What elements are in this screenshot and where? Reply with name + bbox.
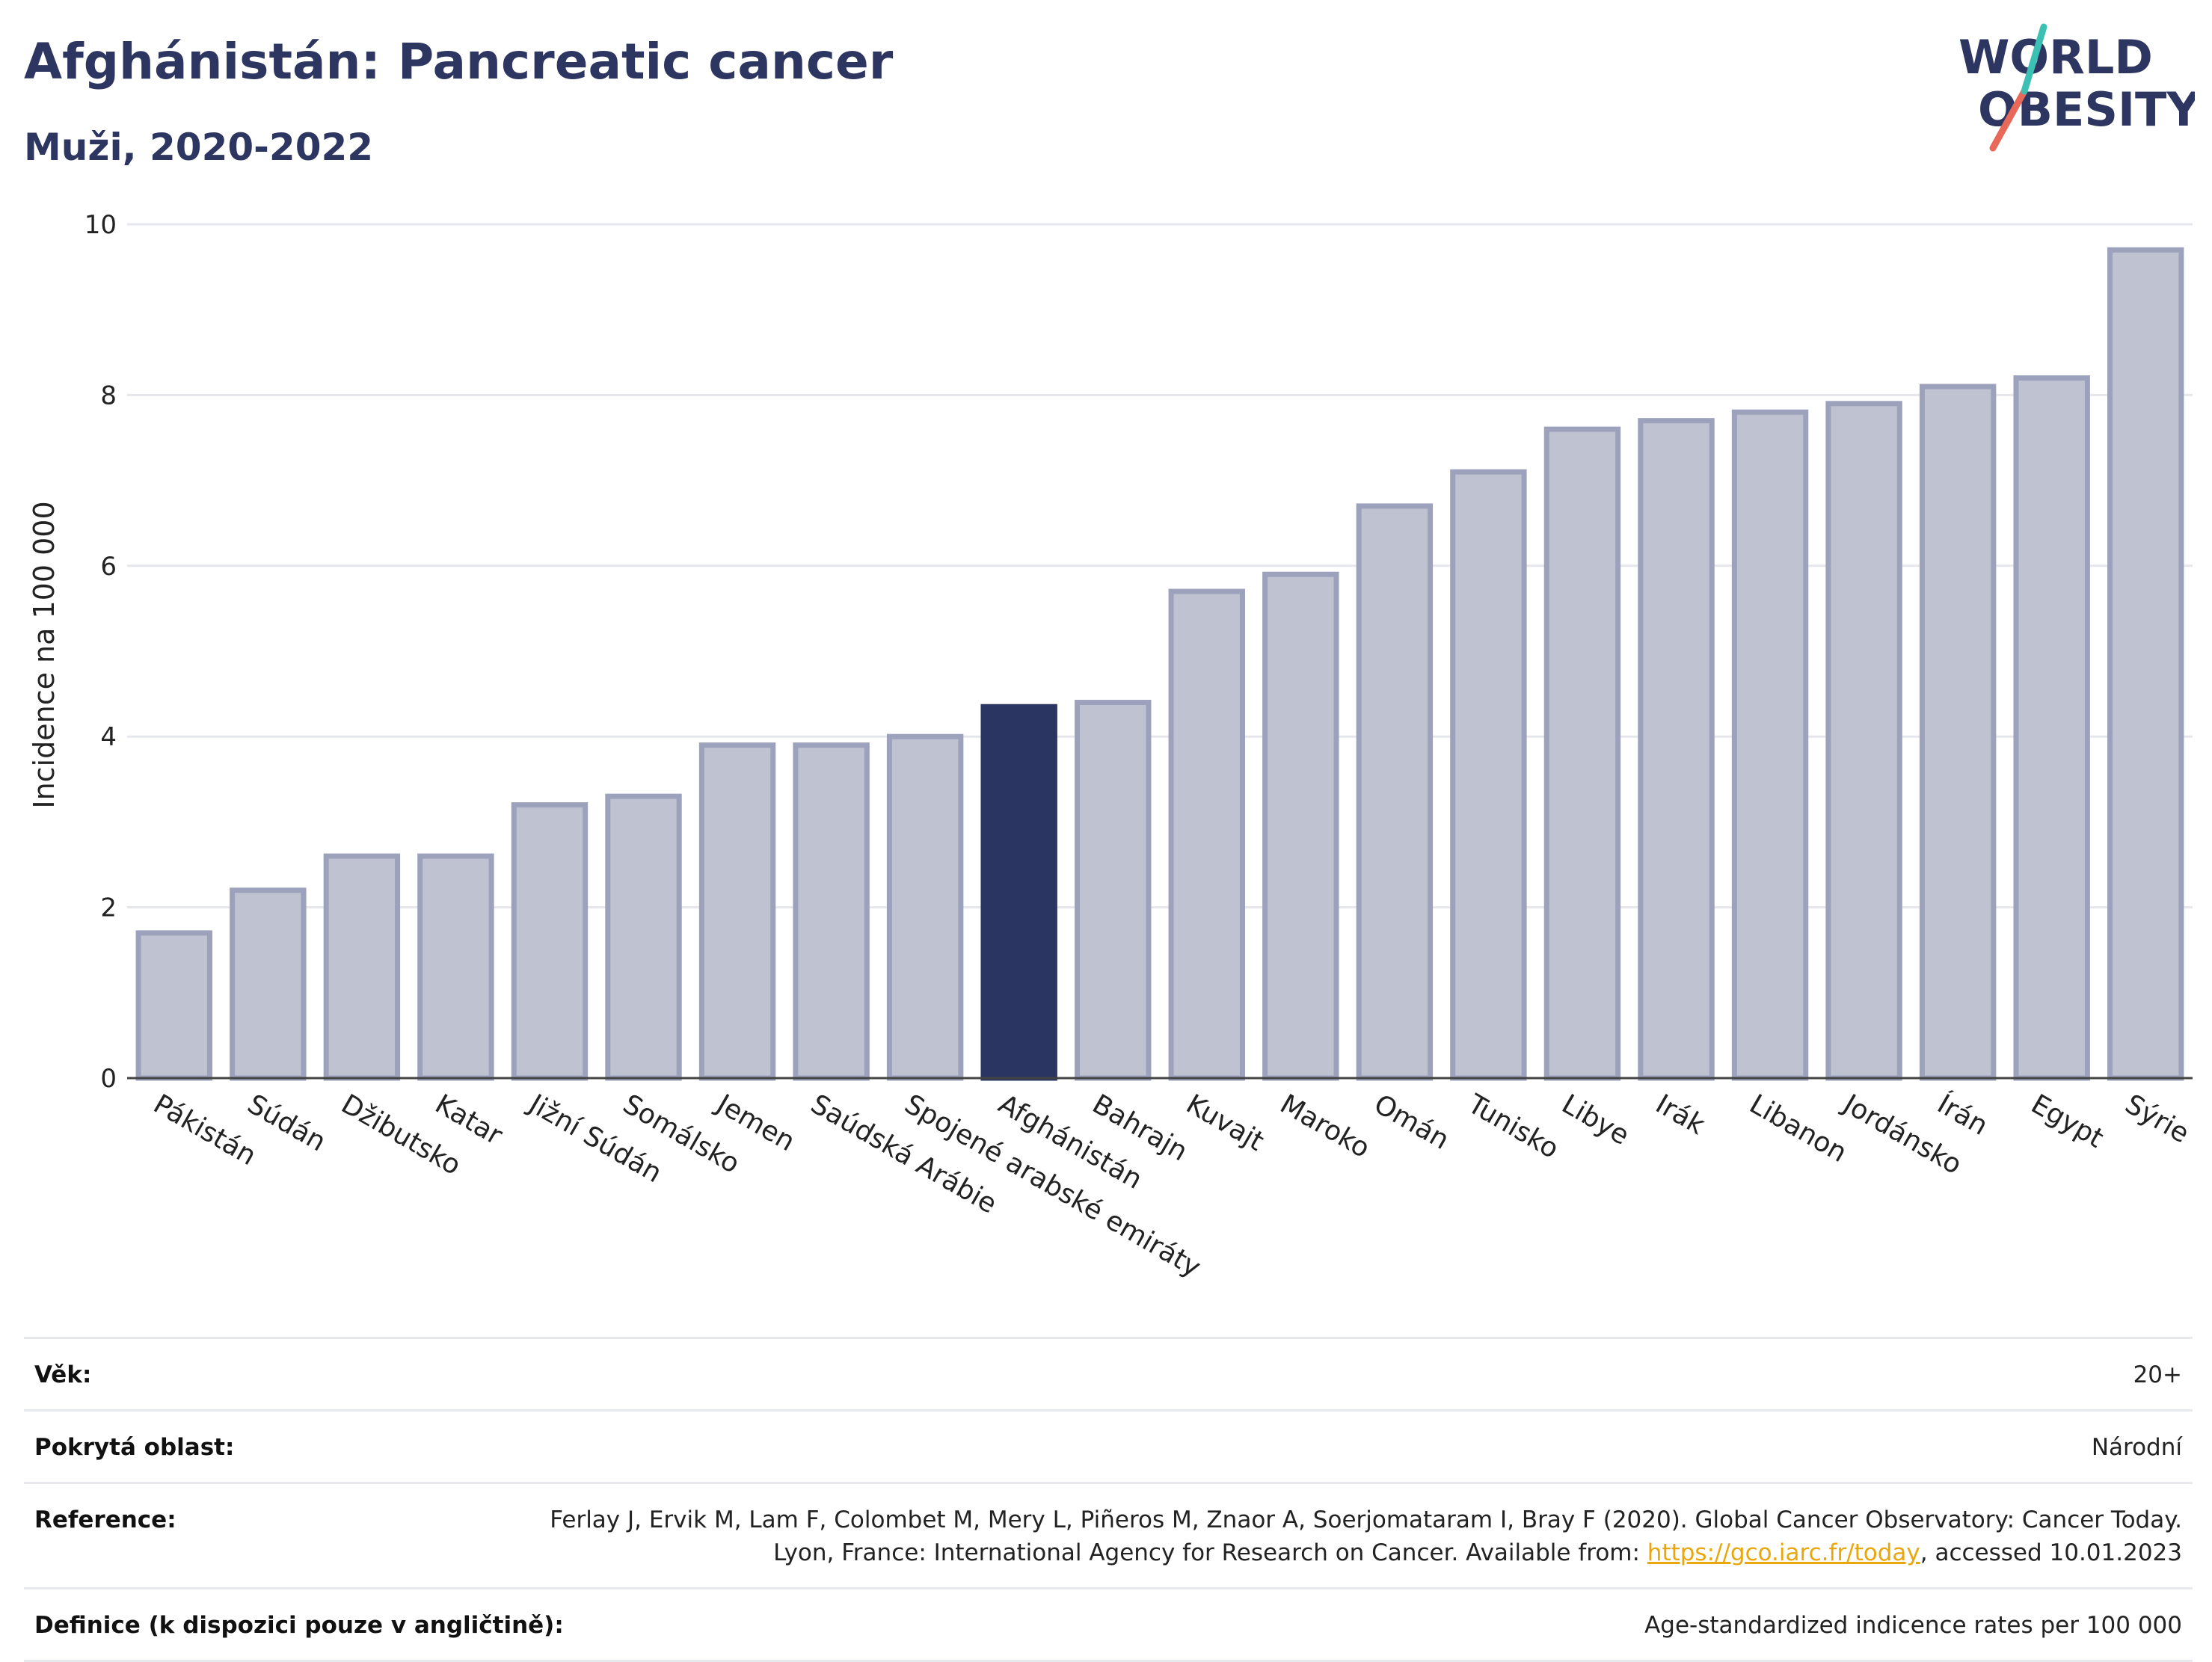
bar: [698, 742, 776, 1081]
x-tick-label: Maroko: [1275, 1089, 1375, 1164]
bar: [1168, 588, 1245, 1081]
chart-subtitle: Muži, 2020-2022: [24, 126, 374, 169]
x-tick-label: Pákistán: [148, 1089, 261, 1172]
bar: [230, 887, 307, 1081]
bar: [1825, 401, 1902, 1081]
chart-title: Afghánistán: Pancreatic cancer: [24, 33, 894, 90]
info-row-definition: Definice (k dispozici pouze v angličtině…: [24, 1587, 2193, 1662]
y-tick-label: 6: [100, 552, 117, 582]
y-tick-label: 0: [100, 1064, 117, 1094]
bar: [1262, 571, 1339, 1081]
logo-slash-red: [1989, 87, 2028, 152]
age-value: 20+: [2133, 1361, 2182, 1388]
bar: [1543, 426, 1621, 1081]
coverage-value: Národní: [2091, 1434, 2182, 1461]
bar: [886, 733, 964, 1081]
reference-label: Reference:: [34, 1506, 176, 1533]
bar: [1075, 700, 1152, 1081]
info-row-coverage: Pokrytá oblast: Národní: [24, 1409, 2193, 1482]
info-table: Věk: 20+ Pokrytá oblast: Národní Referen…: [24, 1337, 2193, 1662]
y-tick-label: 4: [100, 722, 117, 752]
world-obesity-logo: WORLD OBESITY: [1958, 23, 2195, 152]
y-axis-title: Incidence na 100 000: [28, 501, 61, 808]
bar: [1356, 503, 1434, 1081]
bar: [1450, 469, 1527, 1081]
coverage-label: Pokrytá oblast:: [34, 1434, 235, 1461]
x-tick-label: Omán: [1368, 1089, 1454, 1156]
x-tick-label: Libanon: [1745, 1089, 1852, 1169]
x-tick-label: Irák: [1650, 1089, 1710, 1141]
bar: [793, 742, 870, 1081]
bar: [1638, 418, 1715, 1081]
logo-slash-teal: [2021, 23, 2047, 95]
bar: [135, 930, 212, 1081]
bar: [2013, 375, 2090, 1081]
bar: [2107, 247, 2184, 1081]
x-tick-label: Egypt: [2026, 1089, 2108, 1154]
x-tick-label: Libye: [1556, 1089, 1634, 1151]
y-tick-label: 8: [100, 381, 117, 410]
reference-link[interactable]: https://gco.iarc.fr/today: [1647, 1539, 1920, 1566]
info-row-age: Věk: 20+: [24, 1337, 2193, 1409]
y-tick-labels: 0 2 4 6 8 10: [85, 210, 117, 1094]
bar: [511, 802, 589, 1081]
x-tick-label: Írán: [1932, 1088, 1994, 1142]
info-row-reference: Reference: Ferlay J, Ervik M, Lam F, Col…: [24, 1482, 2193, 1587]
bar: [1731, 409, 1809, 1081]
reference-value: Ferlay J, Ervik M, Lam F, Colombet M, Me…: [500, 1504, 2182, 1569]
reference-text: Ferlay J, Ervik M, Lam F, Colombet M, Me…: [550, 1506, 2182, 1566]
bars: [135, 247, 2184, 1081]
logo-line1: WORLD: [1958, 30, 2153, 84]
reference-accessed: , accessed 10.01.2023: [1920, 1539, 2182, 1566]
y-tick-label: 10: [85, 210, 117, 240]
y-tick-label: 2: [100, 893, 117, 923]
definition-value: Age-standardized indicence rates per 100…: [1644, 1612, 2182, 1639]
x-tick-label: Kuvajt: [1181, 1089, 1269, 1157]
x-tick-label: Sýrie: [2120, 1089, 2194, 1149]
definition-label: Definice (k dispozici pouze v angličtině…: [34, 1612, 564, 1639]
bar: [323, 853, 401, 1081]
age-label: Věk:: [34, 1361, 92, 1388]
bar: [605, 793, 682, 1081]
x-tick-label: Tunisko: [1462, 1089, 1564, 1165]
bar-highlight: [980, 704, 1057, 1081]
bar: [417, 853, 494, 1081]
bar: [1919, 384, 1997, 1081]
